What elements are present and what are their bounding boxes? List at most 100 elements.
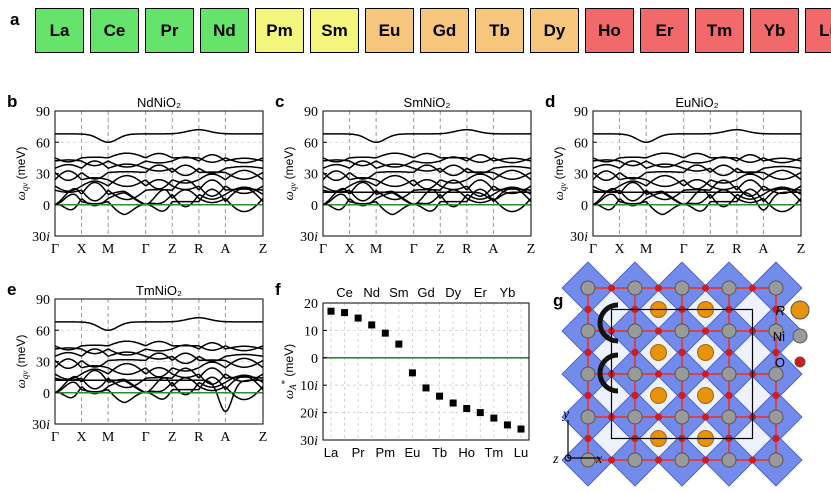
data-point-pm xyxy=(381,329,389,337)
kpoint-label: Γ xyxy=(319,242,327,257)
x-tick-label-bottom: Tm xyxy=(484,445,503,460)
phonon-branch xyxy=(55,377,263,401)
o-atom xyxy=(678,392,686,399)
r-atom xyxy=(697,387,714,404)
legend-swatch-r xyxy=(790,300,810,320)
legend-label-o: O xyxy=(775,355,785,370)
data-point-pr xyxy=(354,314,362,322)
ni-atom xyxy=(721,409,737,425)
panel-title: TmNiO₂ xyxy=(136,283,182,298)
rotation-arrow xyxy=(597,302,619,344)
o-atom xyxy=(725,392,733,399)
phonon-branch xyxy=(323,179,531,202)
legend-label-r: R xyxy=(776,303,785,318)
phonon-branch xyxy=(55,187,263,216)
y-tick-label: 30 xyxy=(574,168,588,183)
ni-atom xyxy=(674,323,690,339)
o-atom xyxy=(702,413,709,421)
kpoint-label: A xyxy=(220,430,231,445)
o-atom xyxy=(772,435,780,442)
data-point-ce xyxy=(341,309,349,317)
data-point-nd xyxy=(368,321,376,329)
phonon-branch xyxy=(323,152,531,164)
ni-atom xyxy=(674,409,690,425)
unit-cell xyxy=(610,308,754,440)
phonon-branch xyxy=(593,187,801,216)
y-tick-label: 90 xyxy=(36,293,50,308)
o-atom xyxy=(702,370,709,378)
kpoint-label: Γ xyxy=(410,242,418,257)
panel-label-e: e xyxy=(7,280,16,299)
x-tick-label-top: Dy xyxy=(445,285,461,300)
ni-atom xyxy=(627,323,643,339)
y-axis-label: ωqν (meV) xyxy=(281,147,298,201)
y-tick-label: 30i xyxy=(300,434,318,449)
kpoint-label: M xyxy=(102,242,115,257)
kpoint-label: Γ xyxy=(51,242,59,257)
data-point-yb xyxy=(503,421,511,429)
data-point-sm xyxy=(395,340,403,348)
kpoint-label: X xyxy=(77,430,87,445)
kpoint-label: M xyxy=(640,242,653,257)
y-tick-label: 90 xyxy=(304,105,318,120)
kpoint-label: Γ xyxy=(51,430,59,445)
phonon-branch xyxy=(55,348,263,365)
ni-atom xyxy=(674,366,690,382)
phonon-branch xyxy=(323,191,531,201)
o-atom xyxy=(655,370,662,378)
phonon-branch xyxy=(323,181,531,208)
phonon-branch xyxy=(593,179,801,202)
element-row: LaCePrNdPmSmEuGdTbDyHoErTmYbLu xyxy=(35,8,831,53)
ni-atom xyxy=(627,280,643,296)
o-atom xyxy=(608,284,615,292)
ni-atom xyxy=(674,280,690,296)
phonon-branch xyxy=(55,152,263,164)
phonon-branch xyxy=(55,129,263,143)
ni-atom xyxy=(768,366,784,382)
o-atom xyxy=(702,327,709,335)
band-group xyxy=(55,317,263,413)
phonon-branch xyxy=(55,379,263,413)
x-tick-label-bottom: Tb xyxy=(432,445,447,460)
element-box-yb: Yb xyxy=(750,8,799,53)
kpoint-label: Γ xyxy=(142,242,150,257)
data-point-dy xyxy=(449,399,457,407)
kpoint-label: A xyxy=(488,242,499,257)
data-point-eu xyxy=(408,369,416,377)
kpoint-label: X xyxy=(345,242,355,257)
phonon-branch xyxy=(323,189,531,213)
ni-atom xyxy=(580,452,596,468)
x-tick-label-top: Yb xyxy=(499,285,515,300)
element-box-ho: Ho xyxy=(585,8,634,53)
phonon-branch xyxy=(593,181,801,208)
phonon-branch xyxy=(323,129,531,143)
kpoint-label: Γ xyxy=(142,430,150,445)
y-axis-label: ωqν (meV) xyxy=(13,335,30,389)
data-point-tb xyxy=(436,392,444,400)
r-atom xyxy=(650,387,667,404)
ni-atom xyxy=(768,280,784,296)
y-tick-label: 10i xyxy=(300,379,318,394)
panel-g: g y z x R Ni O xyxy=(552,261,810,487)
element-box-eu: Eu xyxy=(365,8,414,53)
panel-label-c: c xyxy=(275,92,284,111)
y-axis-label: ωqν (meV) xyxy=(551,147,568,201)
y-tick-label: 30i xyxy=(300,230,318,245)
kpoint-label: R xyxy=(462,242,472,257)
y-axis-label: ωA* (meV) xyxy=(280,344,298,399)
y-tick-label: 0 xyxy=(311,352,318,367)
kpoint-label: Z xyxy=(797,242,806,257)
o-atom xyxy=(655,284,662,292)
kpoint-label: X xyxy=(615,242,625,257)
panel-title: SmNiO₂ xyxy=(404,95,451,110)
o-atom xyxy=(772,349,780,356)
phonon-branch xyxy=(55,362,263,385)
axis-x-label: x xyxy=(595,452,603,467)
data-point-tm xyxy=(490,414,498,422)
phonon-branch xyxy=(593,160,801,177)
kpoint-label: Γ xyxy=(589,242,597,257)
o-atom xyxy=(749,284,756,292)
